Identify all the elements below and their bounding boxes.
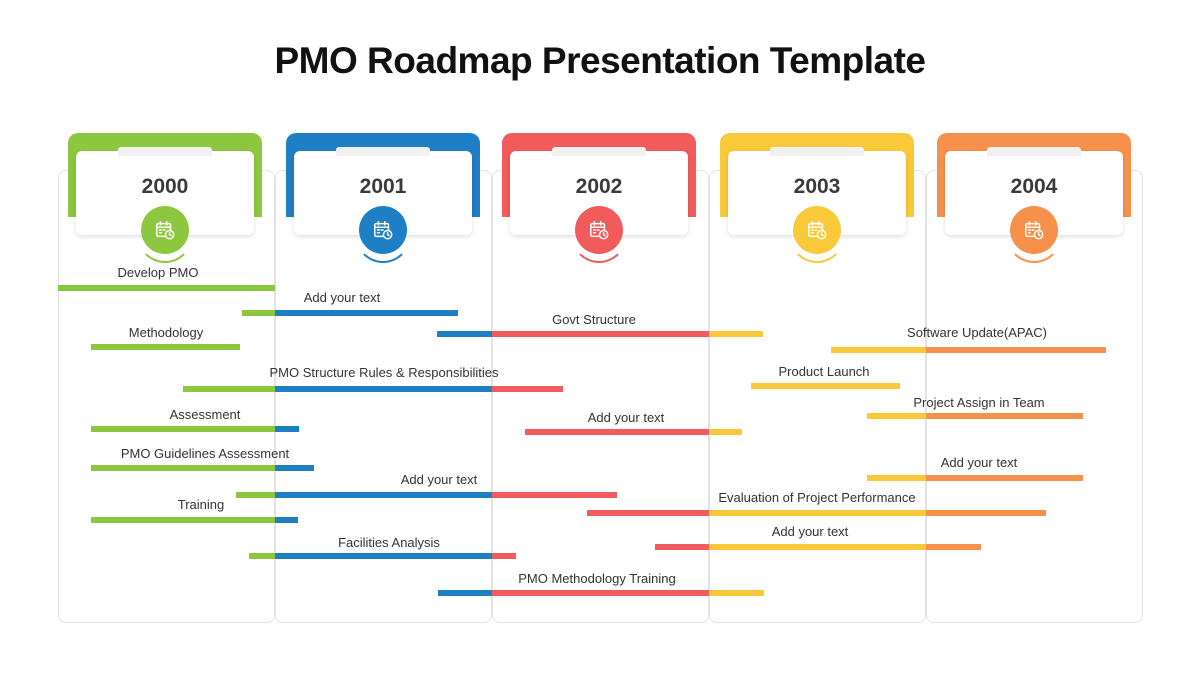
task-bar-segment xyxy=(655,544,709,550)
task-bar-segment xyxy=(275,310,458,316)
task-label: PMO Methodology Training xyxy=(518,571,676,586)
calendar-clock-icon xyxy=(374,221,393,240)
task-bar-segment xyxy=(492,386,563,392)
task-bar-segment xyxy=(236,492,275,498)
task-bar-segment xyxy=(183,386,275,392)
year-card-notch xyxy=(552,147,646,156)
year-card-notch xyxy=(118,147,212,156)
calendar-clock-icon xyxy=(808,221,827,240)
task-bar-segment xyxy=(492,553,516,559)
icon-ring xyxy=(137,207,193,263)
task-bar-segment xyxy=(709,590,764,596)
task-bar-segment xyxy=(926,544,981,550)
task-label: Evaluation of Project Performance xyxy=(718,490,916,505)
task-bar-segment xyxy=(437,331,492,337)
year-card-notch xyxy=(770,147,864,156)
year-label: 2003 xyxy=(793,175,841,198)
year-icon-badge xyxy=(793,206,841,254)
year-card-notch xyxy=(336,147,430,156)
task-bar-segment xyxy=(275,465,314,471)
task-label: Add your text xyxy=(771,524,849,539)
task-bar-segment xyxy=(249,553,275,559)
icon-ring xyxy=(355,207,411,263)
task-label: Govt Structure xyxy=(552,312,636,327)
task-label: PMO Structure Rules & Responsibilities xyxy=(269,365,499,380)
task-label: PMO Guidelines Assessment xyxy=(120,446,290,461)
calendar-clock-icon xyxy=(156,221,175,240)
page-title: PMO Roadmap Presentation Template xyxy=(274,40,927,81)
task-bar-segment xyxy=(275,517,298,523)
task-bar-segment xyxy=(91,465,275,471)
task-label: Add your text xyxy=(400,472,478,487)
task-label: Project Assign in Team xyxy=(913,395,1045,410)
icon-ring xyxy=(1006,207,1062,263)
year-card-notch xyxy=(987,147,1081,156)
task-label: Methodology xyxy=(128,325,204,340)
task-bar-segment xyxy=(867,475,926,481)
task-label: Training xyxy=(177,497,225,512)
task-bar-segment xyxy=(91,517,275,523)
task-bar-segment xyxy=(867,413,926,419)
task-bar-segment xyxy=(275,386,492,392)
task-bar-segment xyxy=(492,492,617,498)
task-label: Facilities Analysis xyxy=(338,535,440,550)
year-icon-badge xyxy=(359,206,407,254)
year-label: 2004 xyxy=(1010,175,1058,198)
task-bar-segment xyxy=(58,285,275,291)
task-bar-segment xyxy=(709,331,763,337)
task-bar-segment xyxy=(492,590,709,596)
task-bar-segment xyxy=(709,429,742,435)
year-icon-badge xyxy=(141,206,189,254)
task-bar-segment xyxy=(275,553,492,559)
year-icon-badge xyxy=(1010,206,1058,254)
task-bar-segment xyxy=(709,544,926,550)
task-bar-segment xyxy=(242,310,275,316)
task-label: Assessment xyxy=(169,407,241,422)
calendar-clock-icon xyxy=(1025,221,1044,240)
task-bar-segment xyxy=(926,510,1046,516)
icon-ring xyxy=(571,207,627,263)
task-bar-segment xyxy=(492,331,709,337)
task-bar-segment xyxy=(91,344,240,350)
year-icon-badge xyxy=(575,206,623,254)
task-bar-segment xyxy=(275,426,299,432)
task-bar-segment xyxy=(709,510,926,516)
task-bar-segment xyxy=(831,347,926,353)
task-label: Develop PMO xyxy=(117,265,199,280)
task-bar-segment xyxy=(751,383,900,389)
year-label: 2001 xyxy=(359,175,407,198)
task-bar-segment xyxy=(91,426,275,432)
task-bar-segment xyxy=(275,492,492,498)
task-bar-segment xyxy=(926,475,1083,481)
task-bar-segment xyxy=(438,590,492,596)
icon-ring xyxy=(789,207,845,263)
year-label: 2002 xyxy=(575,175,623,198)
task-label: Add your text xyxy=(940,455,1018,470)
task-label: Add your text xyxy=(587,410,665,425)
task-bar-segment xyxy=(926,413,1083,419)
task-label: Product Launch xyxy=(778,364,870,379)
task-label: Add your text xyxy=(303,290,381,305)
calendar-clock-icon xyxy=(590,221,609,240)
task-bar-segment xyxy=(926,347,1106,353)
year-label: 2000 xyxy=(141,175,189,198)
task-bar-segment xyxy=(525,429,709,435)
task-label: Software Update(APAC) xyxy=(907,325,1047,340)
task-bar-segment xyxy=(587,510,709,516)
